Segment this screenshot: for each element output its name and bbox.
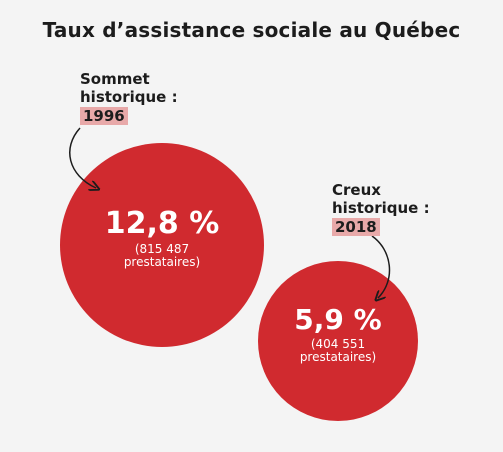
bubble-peak-label: 12,8 % (815 487 prestataires): [60, 205, 264, 269]
bubble-low-label: 5,9 % (404 551 prestataires): [258, 302, 418, 364]
callout-low-year: 2018: [332, 218, 380, 236]
low-rate-label: 5,9 %: [294, 303, 382, 336]
callout-low-line-1: Creux: [332, 181, 381, 199]
callout-peak-line-1: Sommet: [80, 70, 150, 88]
low-recipients-line-2: prestataires): [299, 350, 377, 364]
peak-rate-label: 12,8 %: [104, 206, 220, 241]
bubble-peak-1996: [60, 143, 264, 347]
callout-low: Creux historique : 2018: [332, 181, 430, 236]
callout-peak-year: 1996: [80, 107, 128, 125]
arrow-peak: [69, 127, 96, 188]
peak-recipients-line-2: prestataires): [123, 255, 201, 269]
callout-low-line-2: historique :: [332, 199, 430, 217]
peak-recipients-line-1: (815 487: [134, 242, 190, 256]
arrow-low: [371, 235, 391, 298]
chart-title: Taux d’assistance sociale au Québec: [42, 18, 461, 42]
callout-peak: Sommet historique : 1996: [80, 70, 178, 125]
low-recipients-line-1: (404 551: [310, 337, 366, 351]
callout-peak-line-2: historique :: [80, 88, 178, 106]
